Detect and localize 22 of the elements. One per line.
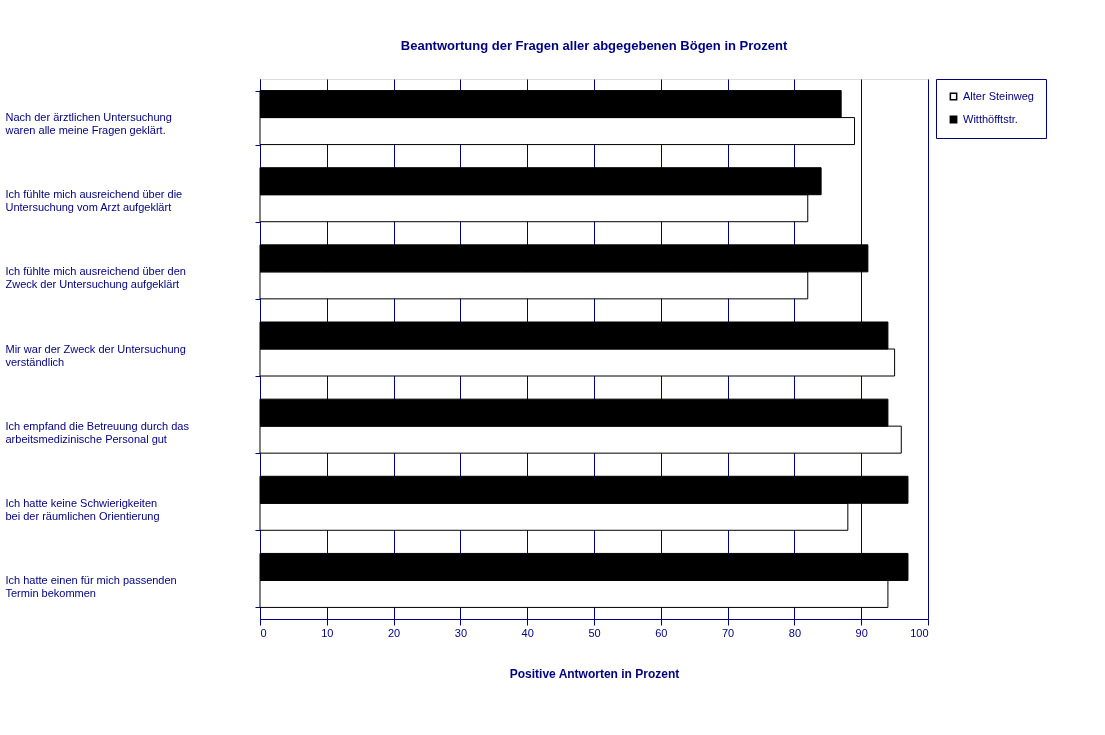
x-tick-label: 100	[910, 626, 929, 639]
x-axis-title: Positive Antworten in Prozent	[509, 666, 680, 681]
y-tick-label: Ich hatte einen für mich passenden Termin bekommen	[5, 573, 177, 599]
y-tick-label: Nach der ärztlichen Untersuchung waren alle meine Fragen geklärt.	[4, 111, 172, 137]
y-tick-label: Ich empfand die Betreuung durch das arbeitsmedizinische Personal gut	[5, 419, 190, 445]
x-tick-label: 60	[655, 626, 668, 639]
x-tick-label: 80	[788, 626, 802, 639]
x-tick-label: 50	[588, 626, 601, 639]
y-tick-label: Ich fühlte mich ausreichend über die Untersuchung vom Arzt aufgeklärt	[5, 188, 183, 214]
y-tick-label: Ich fühlte mich ausreichend über den Zweck der Untersuchung aufgeklärt	[5, 265, 186, 291]
y-tick-label: Mir war der Zweck der Untersuchung verständlich	[5, 342, 186, 368]
x-tick-label: 0	[260, 626, 267, 639]
x-tick-label: 30	[454, 626, 468, 639]
x-tick-label: 10	[321, 626, 334, 639]
x-tick-label: 90	[855, 626, 868, 639]
x-tick-label: 40	[521, 626, 534, 639]
x-tick-label: 70	[721, 626, 735, 639]
legend-label: Alter Steinweg	[963, 89, 1034, 102]
x-tick-label: 20	[387, 626, 401, 639]
chart-title: Beantwortung der Fragen aller abgegebenen Bögen in Prozent	[400, 38, 788, 53]
legend-label: Witthöfftstr.	[963, 112, 1018, 125]
y-tick-label: Ich hatte keine Schwierigkeiten bei der räumlichen Orientierung	[5, 496, 160, 522]
